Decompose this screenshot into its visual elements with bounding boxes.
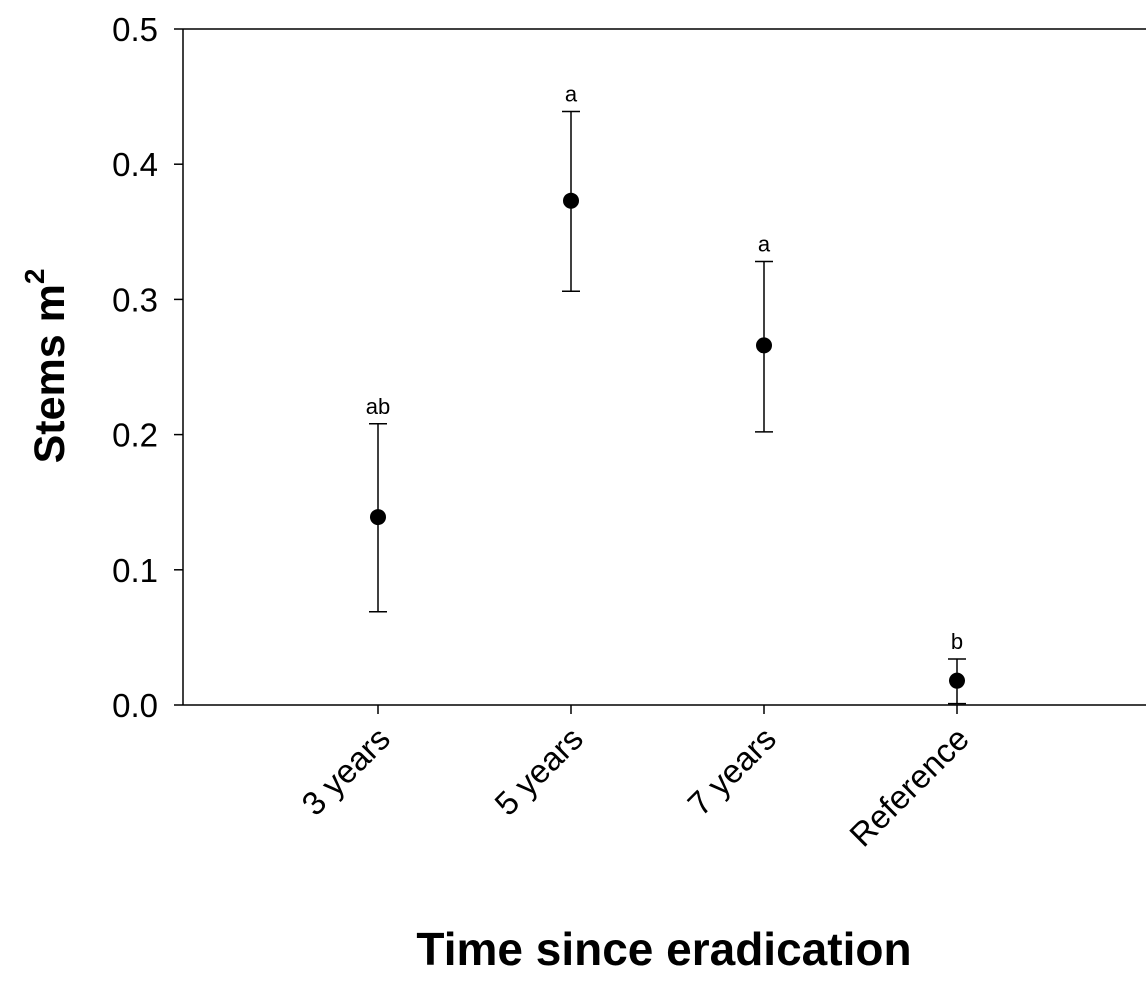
significance-label: a bbox=[565, 81, 578, 106]
significance-label: ab bbox=[366, 394, 390, 419]
data-point bbox=[370, 509, 386, 526]
data-point bbox=[756, 337, 772, 354]
y-axis-title-superscript: 2 bbox=[19, 269, 50, 285]
y-tick-label: 0.1 bbox=[112, 552, 158, 589]
x-tick-label: Reference bbox=[842, 720, 976, 854]
x-tick-label: 7 years bbox=[680, 720, 783, 823]
y-axis-title: Stems m2 bbox=[19, 269, 74, 464]
y-tick-label: 0.3 bbox=[112, 281, 158, 318]
significance-label: b bbox=[951, 629, 963, 654]
x-tick-label: 5 years bbox=[487, 720, 590, 823]
y-tick-label: 0.0 bbox=[112, 687, 158, 724]
y-tick-label: 0.2 bbox=[112, 417, 158, 454]
y-tick-label: 0.5 bbox=[112, 11, 158, 48]
data-point bbox=[949, 672, 965, 689]
y-axis-title-main: Stems m bbox=[26, 284, 74, 463]
significance-label: a bbox=[758, 232, 771, 257]
x-tick-label: 3 years bbox=[294, 720, 397, 823]
axes: 0.0 0.1 0.2 0.3 0.4 0.5 3 years 5 years 7 years R… bbox=[112, 11, 1146, 854]
y-tick-label: 0.4 bbox=[112, 146, 158, 183]
data-point bbox=[563, 192, 579, 209]
x-axis-title: Time since eradication bbox=[416, 923, 911, 975]
